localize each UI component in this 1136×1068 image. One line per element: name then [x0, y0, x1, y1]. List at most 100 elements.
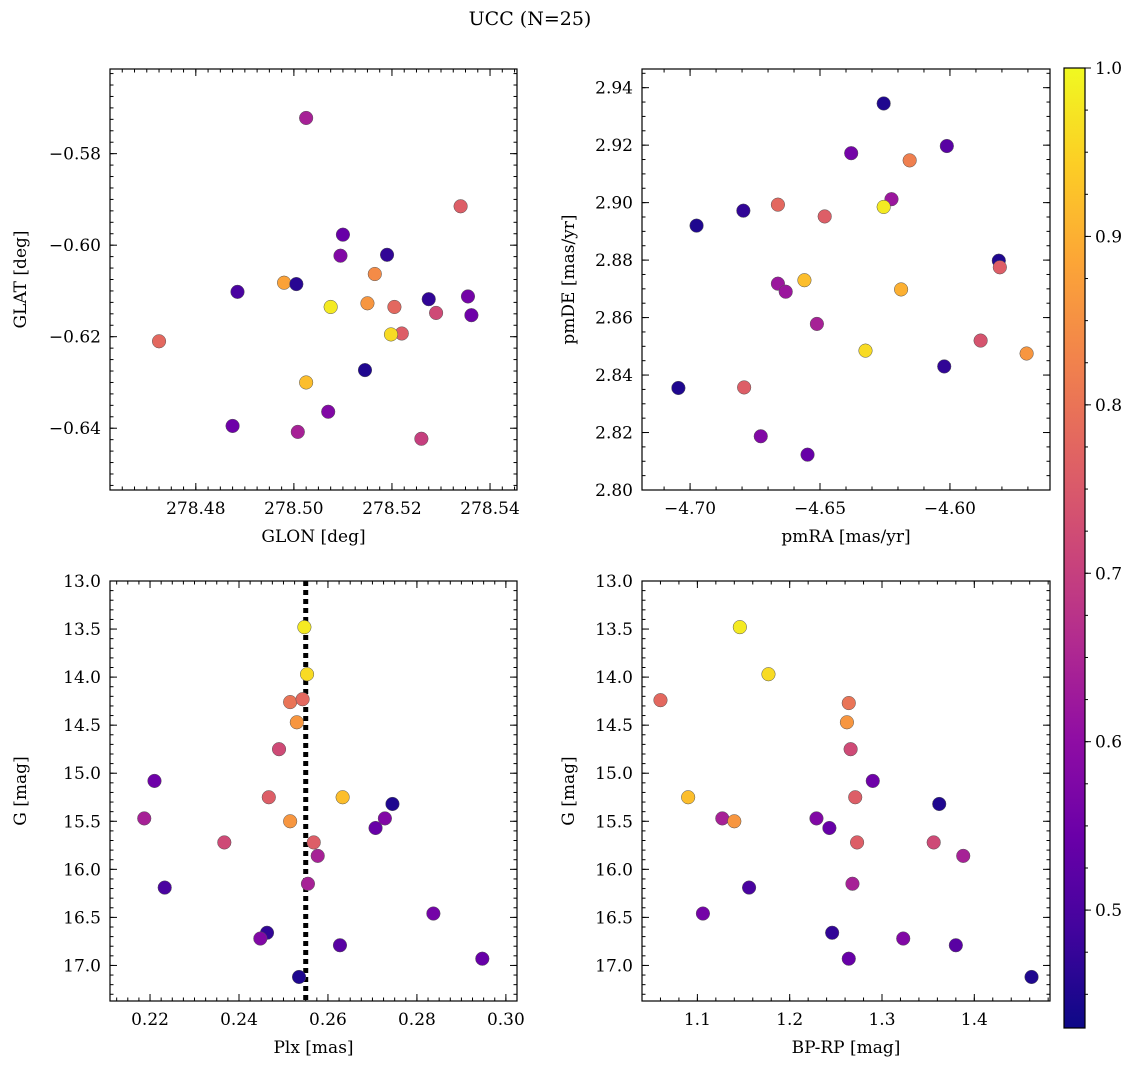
scatter-panels: 278.48 278.50 278.52 278.54 −0.58 −0.60 −0.62 −… — [11, 68, 1051, 1058]
colorbar-tick-label: 0.9 — [1095, 227, 1122, 247]
data-point — [753, 429, 768, 444]
x-tick-label: −4.60 — [924, 499, 976, 519]
data-point — [848, 790, 863, 805]
x-tick-label: 0.26 — [309, 1010, 347, 1030]
data-point — [809, 811, 824, 826]
data-point — [383, 327, 399, 342]
colorbar-bar — [1063, 67, 1086, 1029]
data-point — [800, 447, 815, 462]
data-point — [695, 906, 710, 921]
data-point — [825, 925, 840, 940]
y-tick-label: 17.0 — [63, 956, 101, 976]
data-point — [797, 273, 812, 288]
y-tick-label: 2.80 — [595, 481, 633, 501]
data-point — [230, 284, 245, 299]
y-tick-label: −0.62 — [49, 328, 101, 348]
data-point — [297, 620, 312, 635]
scatter-panel-3: 0.22 0.24 0.26 0.28 0.30 13.0 13.5 14.0 14.5 15.0… — [11, 572, 525, 1058]
data-point — [844, 146, 859, 161]
data-point — [300, 667, 315, 682]
data-point — [464, 308, 479, 323]
y-tick-label: −0.60 — [49, 236, 101, 256]
x-tick-label: 0.30 — [487, 1010, 525, 1030]
tick-marks — [109, 69, 517, 490]
data-point — [809, 316, 824, 331]
data-point — [147, 773, 162, 788]
data-point — [845, 876, 860, 891]
data-point — [894, 282, 909, 297]
tick-marks — [110, 580, 518, 1001]
data-point — [1019, 346, 1034, 361]
colorbar: 0.5 0.6 0.7 0.8 0.9 1.0 — [1063, 59, 1122, 1029]
data-point — [321, 404, 336, 419]
data-point — [742, 880, 757, 895]
colorbar-tick-label: 0.5 — [1095, 901, 1122, 921]
x-axis-label: BP-RP [mag] — [792, 1038, 901, 1058]
y-tick-label: 14.0 — [63, 668, 101, 688]
y-tick-label: 17.0 — [595, 956, 633, 976]
data-point — [290, 424, 305, 439]
data-point — [283, 814, 298, 829]
tick-marks — [642, 69, 1050, 491]
y-tick-label: 14.5 — [63, 716, 101, 736]
x-axis-label: pmRA [mas/yr] — [781, 527, 910, 547]
data-point — [426, 906, 441, 921]
x-tick-label: 278.50 — [264, 499, 323, 519]
y-axis-label: G [mag] — [11, 756, 31, 825]
y-tick-label: −0.58 — [49, 145, 101, 165]
data-point — [253, 931, 268, 946]
data-point — [932, 796, 947, 812]
y-tick-label: 2.84 — [595, 366, 633, 386]
data-point — [876, 96, 891, 111]
y-axis-label: pmDE [mas/yr] — [559, 214, 579, 344]
y-tick-label: 14.5 — [595, 716, 633, 736]
data-point — [1024, 969, 1039, 985]
data-point — [335, 790, 350, 805]
x-axis-label: Plx [mas] — [273, 1038, 353, 1058]
data-point — [689, 218, 704, 233]
y-tick-label: 2.88 — [595, 251, 633, 271]
data-points — [151, 110, 479, 446]
data-point — [261, 790, 276, 805]
data-point — [737, 380, 752, 395]
y-tick-label: 15.5 — [63, 812, 101, 832]
y-tick-label: 15.5 — [595, 812, 633, 832]
data-point — [973, 333, 988, 348]
data-point — [761, 667, 776, 682]
data-point — [151, 334, 167, 349]
x-tick-label: 1.3 — [868, 1010, 895, 1030]
x-tick-label: 278.54 — [460, 499, 519, 519]
data-point — [732, 620, 747, 635]
data-point — [217, 835, 232, 850]
data-point — [299, 375, 314, 390]
data-point — [865, 773, 880, 788]
data-point — [277, 275, 292, 290]
data-point — [902, 153, 917, 168]
data-point — [843, 742, 858, 757]
data-point — [385, 796, 400, 812]
data-point — [822, 820, 837, 836]
data-point — [681, 790, 696, 805]
data-point — [380, 247, 395, 262]
data-point — [453, 199, 468, 214]
y-tick-label: 2.94 — [595, 79, 633, 99]
data-point — [817, 209, 832, 224]
data-point — [333, 248, 348, 263]
y-tick-label: −0.64 — [49, 419, 101, 439]
data-points — [671, 96, 1034, 462]
data-point — [295, 692, 310, 707]
x-tick-label: −4.70 — [664, 499, 716, 519]
x-tick-label: −4.65 — [794, 499, 846, 519]
data-point — [283, 695, 298, 710]
x-tick-label: 0.28 — [398, 1010, 436, 1030]
y-tick-label: 2.92 — [595, 136, 633, 156]
y-tick-label: 15.0 — [595, 764, 633, 784]
data-point — [367, 266, 382, 282]
x-tick-label: 0.22 — [131, 1010, 169, 1030]
data-point — [937, 359, 952, 374]
axes-frame — [641, 580, 1051, 1002]
data-point — [289, 715, 304, 730]
data-point — [475, 951, 490, 966]
data-point — [360, 296, 375, 311]
